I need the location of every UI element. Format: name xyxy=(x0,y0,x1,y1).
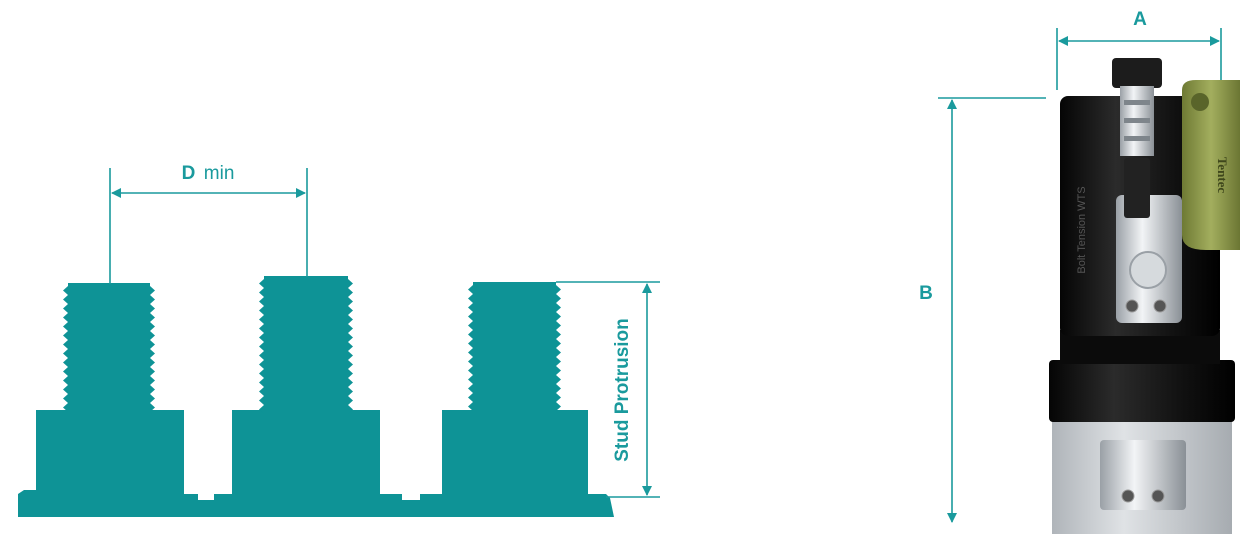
body-side-text: Bolt Tension WTS xyxy=(1076,186,1088,273)
studs-diagram: D min Stud Protrusion xyxy=(18,163,660,517)
stud-3 xyxy=(442,282,588,500)
tool-diagram: A B Tentec Bolt T xyxy=(919,9,1240,534)
tool-image: Tentec Bolt Tension WTS xyxy=(1049,58,1240,534)
a-label: A xyxy=(1133,9,1147,30)
stud-1 xyxy=(36,283,184,500)
b-label: B xyxy=(919,283,933,304)
handle-brand-text: Tentec xyxy=(1215,157,1230,194)
d-min-label: D min xyxy=(182,163,235,184)
stud-2 xyxy=(232,276,380,500)
stud-protrusion-label: Stud Protrusion xyxy=(612,318,633,462)
thread-teeth xyxy=(63,279,561,414)
